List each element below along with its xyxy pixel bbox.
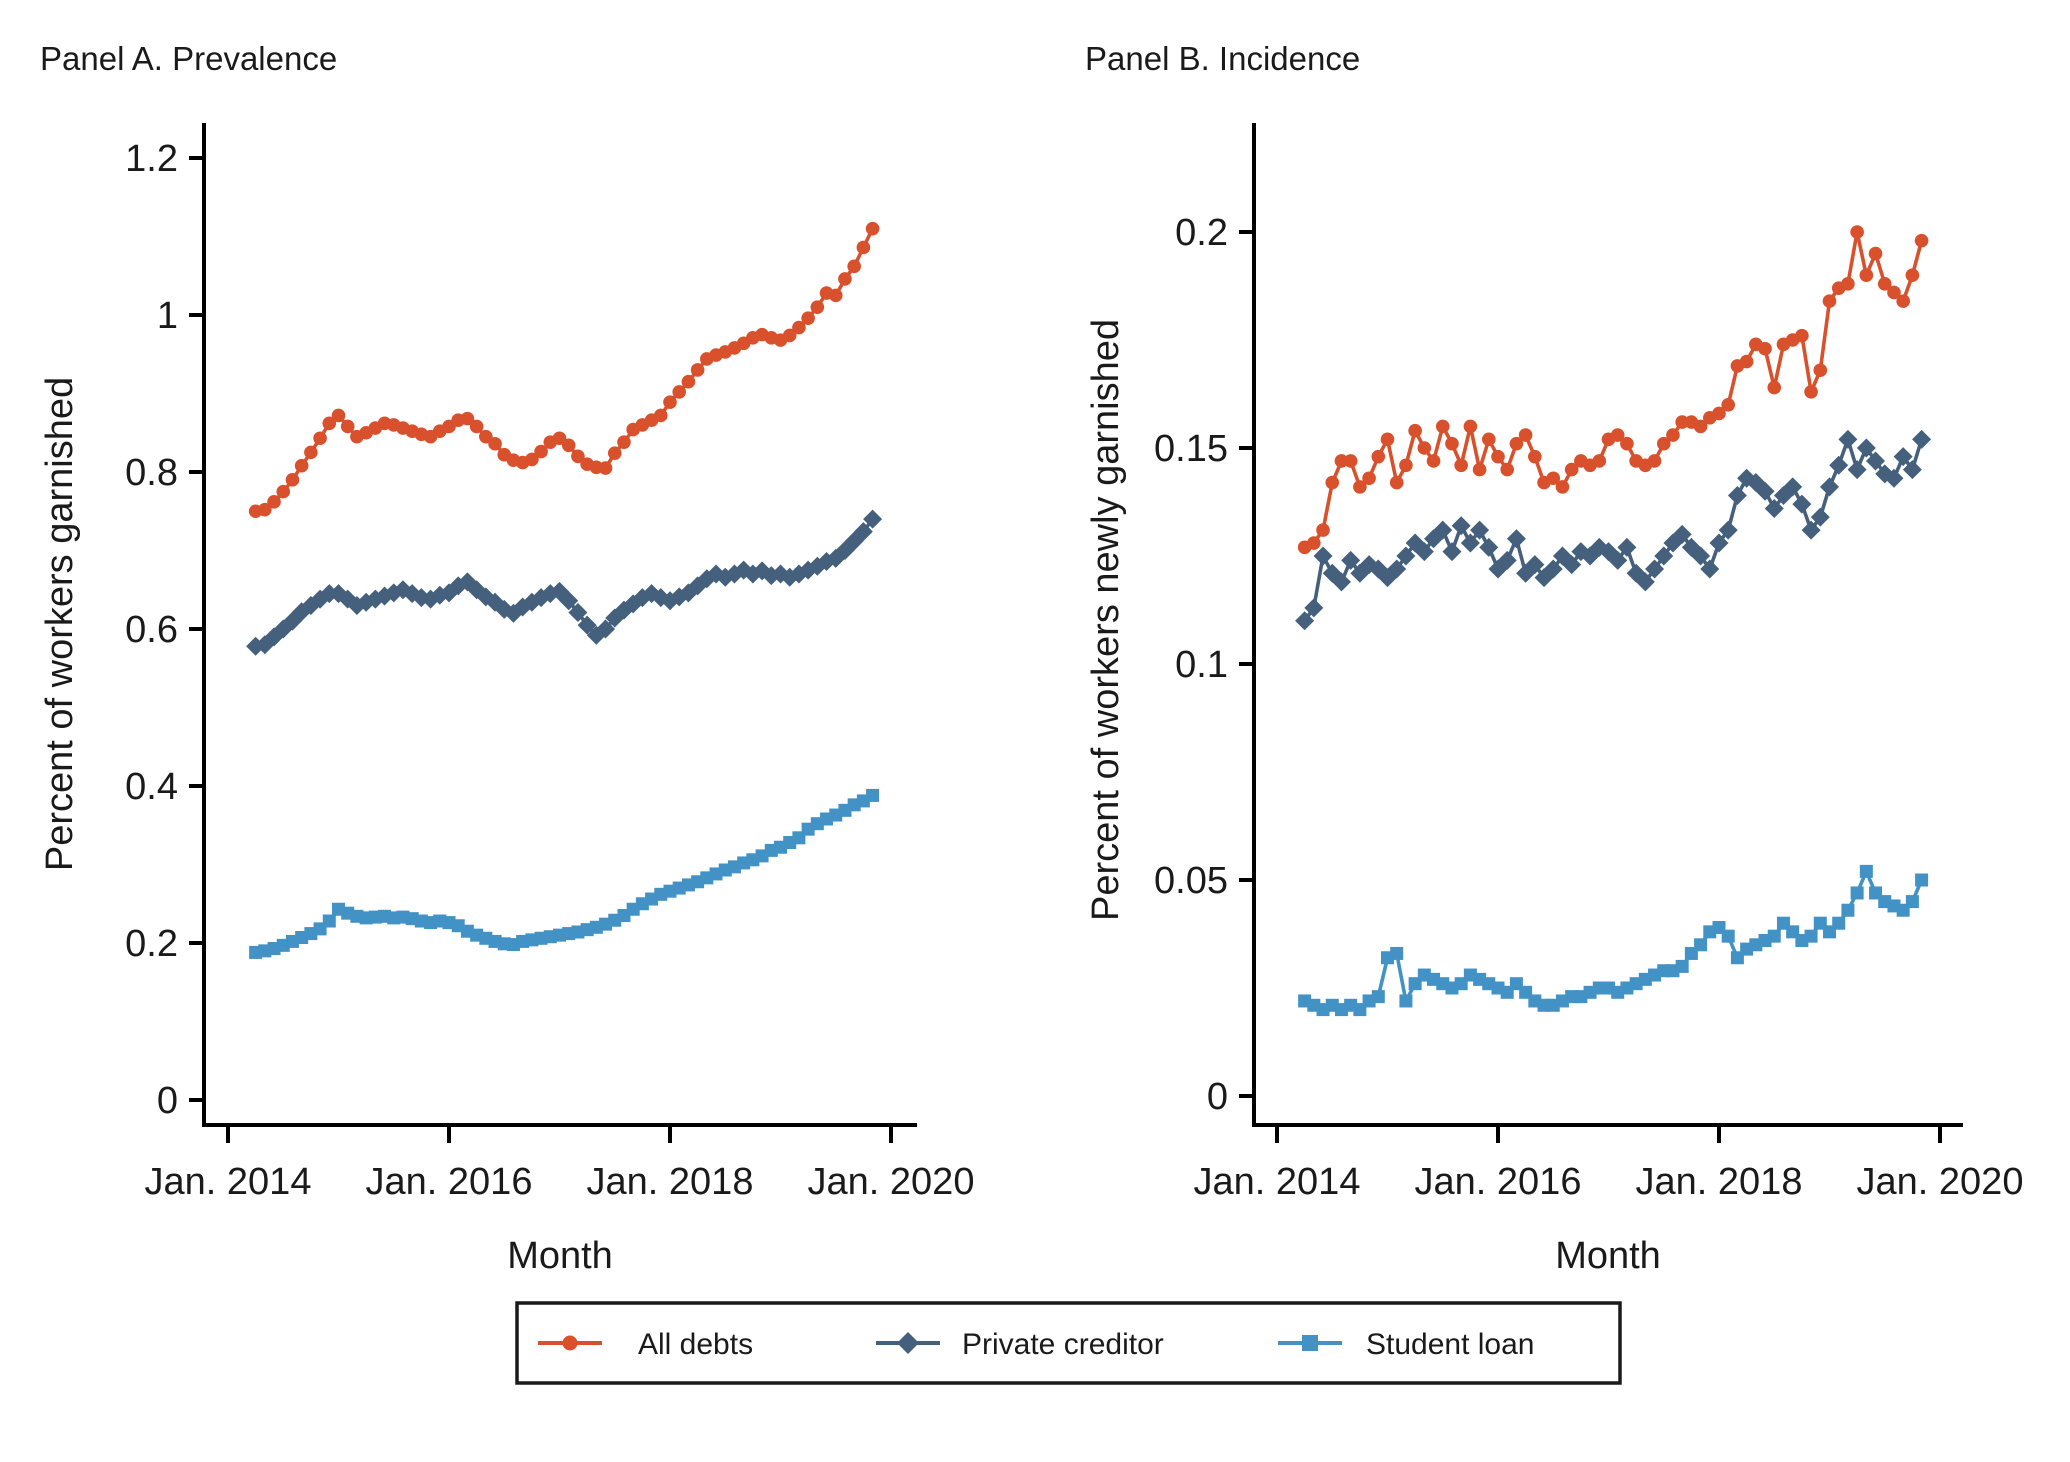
private-creditor-diamond-marker-icon [897,1332,919,1354]
series-line [1303,433,1924,622]
y-tick-label: 0.6 [125,609,178,651]
panel_b-x-axis: Jan. 2014 Jan. 2016 Jan. 2018 Jan. 2020 [1194,1127,2024,1203]
x-tick-label: Jan. 2014 [145,1161,312,1203]
y-tick-label: 0.15 [1154,428,1228,470]
panel_a-axis-lines [202,123,917,1127]
y-tick-label: 0 [157,1080,178,1122]
panel_a-series-all-debts [248,221,880,519]
panel_b-series-all-debts [1297,225,1929,555]
panel-a-title: Panel A. Prevalence [40,40,337,77]
panel-b-title: Panel B. Incidence [1085,40,1360,77]
y-tick-label: 0.4 [125,766,178,808]
panel-b-x-axis-title: Month [1555,1235,1661,1277]
x-tick-label: Jan. 2016 [366,1161,533,1203]
y-tick-label: 1.2 [125,138,178,180]
panel_b-series-private-creditor [1295,429,1932,631]
all-debts-circle-marker-icon [562,1335,578,1351]
series-line [1303,231,1924,550]
y-tick-label: 0.2 [125,923,178,965]
panel_b-axis-lines [1252,123,1963,1127]
panel_a-x-axis: Jan. 2014 Jan. 2016 Jan. 2018 Jan. 2020 [145,1127,975,1203]
panel_b-series-student-loan [1298,864,1929,1017]
x-tick-label: Jan. 2018 [1636,1161,1803,1203]
student-loan-square-marker-icon [1302,1335,1318,1351]
y-tick-label: 0.8 [125,452,178,494]
panel-b-y-axis-title: Percent of workers newly garnished [1085,319,1127,921]
panel-a-x-axis-title: Month [507,1235,613,1277]
legend-item-all-debts: All debts [538,1328,753,1361]
legend: All debts Private creditor Student loan [515,1301,1622,1385]
x-tick-label: Jan. 2016 [1415,1161,1582,1203]
panel_a-y-axis: 0 0.2 0.4 0.6 0.8 1 1.2 [125,138,204,1122]
panel_a-series-student-loan [249,788,880,959]
x-tick-label: Jan. 2020 [808,1161,975,1203]
series-line [255,227,875,514]
y-tick-label: 0.1 [1175,644,1228,686]
legend-label-student-loan: Student loan [1366,1328,1534,1361]
panel_a-series-private-creditor [246,509,883,656]
legend-label-all-debts: All debts [638,1328,753,1361]
x-tick-label: Jan. 2014 [1194,1161,1361,1203]
y-tick-label: 1 [157,295,178,337]
y-tick-label: 0.2 [1175,212,1228,254]
panel_b-y-axis: 0 0.05 0.1 0.15 0.2 [1154,212,1254,1118]
legend-item-private-creditor: Private creditor [876,1328,1164,1361]
panel-a-y-axis-title: Percent of workers garnished [39,377,81,871]
x-tick-label: Jan. 2018 [587,1161,754,1203]
y-tick-label: 0.05 [1154,860,1228,902]
x-tick-label: Jan. 2020 [1857,1161,2024,1203]
legend-box [515,1301,1622,1385]
legend-label-private-creditor: Private creditor [962,1328,1164,1361]
legend-item-student-loan: Student loan [1278,1328,1534,1361]
y-tick-label: 0 [1207,1076,1228,1118]
